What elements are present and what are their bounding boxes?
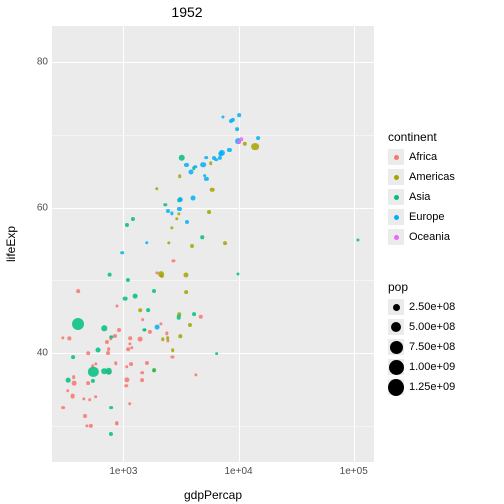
data-point: [72, 380, 77, 385]
data-point: [177, 315, 182, 320]
data-point: [235, 127, 239, 131]
data-point: [72, 318, 84, 330]
data-point: [207, 210, 211, 214]
data-point: [190, 244, 194, 248]
data-point: [117, 329, 121, 333]
data-point: [129, 362, 133, 366]
plot-panel: [52, 26, 374, 462]
scatter-chart: 1952 gdpPercap lifeExp continent Africa A…: [0, 0, 504, 504]
data-point: [128, 402, 132, 406]
data-point: [200, 162, 206, 168]
data-point: [120, 251, 124, 255]
data-point: [114, 334, 118, 338]
legend-size-item: 5.00e+08: [388, 318, 455, 336]
data-point: [239, 138, 243, 142]
y-tick: 80: [18, 57, 48, 68]
data-point: [125, 365, 129, 369]
x-axis-label: gdpPercap: [52, 488, 374, 502]
data-point: [122, 296, 127, 301]
data-point: [115, 304, 118, 307]
data-point: [70, 394, 75, 399]
data-point: [71, 355, 75, 359]
data-point: [83, 414, 87, 418]
data-point: [141, 318, 145, 322]
legend-pop: pop 2.50e+08 5.00e+08 7.50e+08 1.00e+09 1.25…: [388, 280, 455, 398]
data-point: [215, 158, 219, 162]
chart-title: 1952: [0, 4, 374, 20]
y-axis-label: lifeExp: [4, 26, 18, 462]
x-tick: 1e+05: [340, 466, 368, 477]
legend-color-item: Asia: [388, 188, 455, 206]
data-point: [86, 351, 90, 355]
data-point: [192, 313, 196, 317]
data-point: [106, 351, 110, 355]
data-point: [128, 337, 132, 341]
data-point: [191, 196, 196, 201]
data-point: [86, 381, 90, 385]
data-point: [146, 308, 150, 312]
legend-size-item: 2.50e+08: [388, 298, 455, 316]
data-point: [72, 375, 76, 379]
legend-color-item: Europe: [388, 208, 455, 226]
legend-size-item: 1.25e+09: [388, 378, 455, 396]
data-point: [210, 187, 215, 192]
data-point: [133, 294, 138, 299]
data-point: [166, 209, 170, 213]
data-point: [204, 156, 208, 160]
data-point: [188, 170, 193, 175]
data-point: [96, 348, 101, 353]
data-point: [140, 378, 144, 382]
data-point: [229, 119, 233, 123]
data-point: [126, 348, 130, 352]
data-point: [94, 395, 98, 399]
x-tick: 1e+03: [109, 466, 137, 477]
legend-size-item: 7.50e+08: [388, 338, 455, 356]
legend-color-item: Americas: [388, 168, 455, 186]
data-point: [171, 348, 175, 352]
data-point: [237, 114, 241, 118]
legend-color-item: Africa: [388, 148, 455, 166]
legend-color-item: Oceania: [388, 228, 455, 246]
data-point: [77, 289, 81, 293]
data-point: [256, 136, 260, 140]
data-point: [66, 378, 71, 383]
data-point: [179, 154, 186, 161]
y-tick: 40: [18, 348, 48, 359]
data-point: [178, 197, 183, 202]
data-point: [203, 174, 207, 178]
legend-pop-title: pop: [388, 280, 455, 294]
data-point: [178, 175, 182, 179]
data-point: [251, 143, 259, 151]
data-point: [88, 398, 92, 402]
data-point: [140, 371, 144, 375]
data-point: [184, 290, 188, 294]
x-tick: 1e+04: [225, 466, 253, 477]
y-tick: 60: [18, 202, 48, 213]
data-point: [155, 324, 160, 329]
data-point: [215, 352, 219, 356]
legend-continent-title: continent: [388, 130, 455, 144]
data-point: [166, 337, 170, 341]
data-point: [209, 162, 213, 166]
data-point: [223, 241, 227, 245]
data-point: [152, 289, 156, 293]
data-point: [109, 406, 113, 410]
data-point: [185, 220, 189, 224]
legend-size-item: 1.00e+09: [388, 358, 455, 376]
data-point: [138, 308, 142, 312]
data-point: [115, 422, 119, 426]
legend-continent: continent Africa Americas Asia Europe Oceani…: [388, 130, 455, 248]
data-point: [107, 272, 112, 277]
data-point: [137, 337, 142, 342]
data-point: [61, 406, 65, 410]
